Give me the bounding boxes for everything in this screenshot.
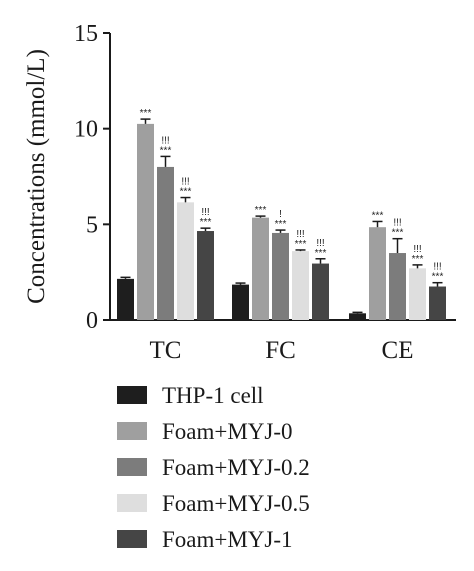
y-tick-label: 5 xyxy=(86,212,98,238)
bar xyxy=(177,202,194,320)
legend-swatch xyxy=(117,494,147,512)
significance-label: *** xyxy=(295,239,307,250)
significance-label: *** xyxy=(160,145,172,156)
legend-swatch xyxy=(117,530,147,548)
y-tick-label: 15 xyxy=(74,21,98,47)
bar xyxy=(137,123,154,320)
bar xyxy=(292,251,309,320)
legend-swatch xyxy=(117,422,147,440)
significance-label: ! xyxy=(279,209,282,220)
significance-label: !!! xyxy=(316,238,324,249)
significance-label: *** xyxy=(180,187,192,198)
bar xyxy=(117,278,134,320)
significance-label: *** xyxy=(315,248,327,259)
legend: THP-1 cell Foam+MYJ-0 Foam+MYJ-0.2 Foam+MYJ… xyxy=(117,383,310,552)
x-category-label: TC xyxy=(150,337,182,364)
axes: 0 5 10 15 TC FC CE xyxy=(74,21,456,364)
significance-label: !!! xyxy=(413,244,421,255)
significance-label: *** xyxy=(255,205,267,216)
legend-label: Foam+MYJ-0 xyxy=(162,419,293,444)
bar xyxy=(409,268,426,320)
bar xyxy=(389,253,406,320)
significance-label: !!! xyxy=(393,218,401,229)
significance-label: *** xyxy=(275,219,287,230)
significance-label: !!! xyxy=(296,229,304,240)
bars-group: ******!!!***!!!***!!! ******!***!!!***!!!… xyxy=(117,108,446,320)
significance-label: *** xyxy=(140,108,152,119)
legend-label: Foam+MYJ-0.2 xyxy=(162,455,310,480)
significance-label: !!! xyxy=(161,135,169,146)
significance-label: *** xyxy=(200,217,212,228)
y-tick-label: 10 xyxy=(74,117,98,143)
bar xyxy=(429,286,446,320)
legend-label: Foam+MYJ-1 xyxy=(162,527,293,552)
bar xyxy=(252,217,269,320)
bar xyxy=(369,227,386,320)
bar xyxy=(312,263,329,320)
legend-label: THP-1 cell xyxy=(162,383,264,408)
bar xyxy=(272,232,289,320)
legend-label: Foam+MYJ-0.5 xyxy=(162,491,310,516)
significance-label: !!! xyxy=(201,207,209,218)
significance-label: *** xyxy=(412,254,424,265)
significance-label: !!! xyxy=(433,262,441,273)
significance-label: *** xyxy=(392,228,404,239)
y-axis-title: Concentrations (mmol/L) xyxy=(23,49,50,304)
significance-label: !!! xyxy=(181,177,189,188)
x-category-label: CE xyxy=(382,337,414,364)
significance-label: *** xyxy=(372,210,384,221)
bar xyxy=(232,284,249,320)
bar xyxy=(349,313,366,320)
bar xyxy=(197,231,214,320)
legend-swatch xyxy=(117,458,147,476)
bar xyxy=(157,166,174,320)
legend-swatch xyxy=(117,386,147,404)
y-tick-label: 0 xyxy=(86,308,98,334)
significance-label: *** xyxy=(432,272,444,283)
x-category-label: FC xyxy=(265,337,296,364)
